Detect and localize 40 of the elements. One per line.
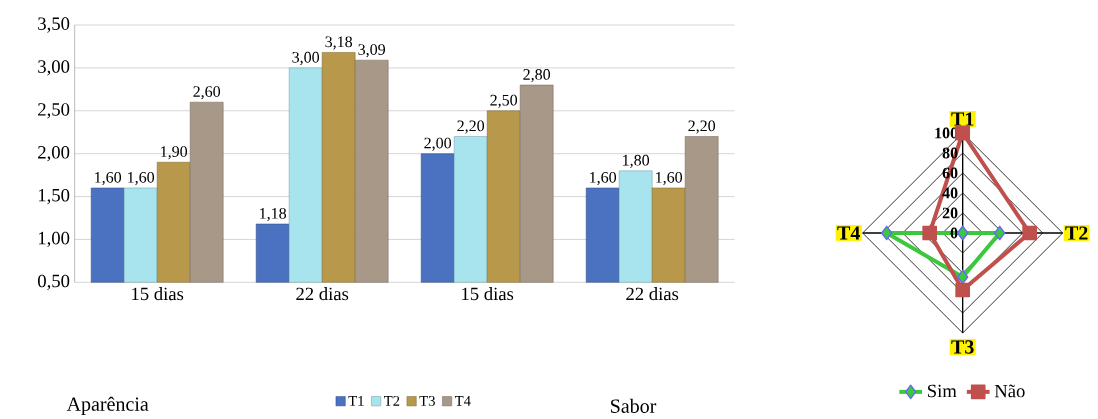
- spoke-label: T3: [951, 340, 974, 354]
- data-label: 1,60: [590, 171, 617, 185]
- data-label: 2,20: [688, 120, 716, 134]
- y-tick-label: 1,50: [38, 188, 70, 204]
- x-tick-label: 22 dias: [296, 286, 349, 300]
- x-tick-label: 15 dias: [132, 286, 184, 300]
- legend-label: T3: [419, 395, 435, 406]
- data-label: 2,50: [490, 94, 518, 108]
- text: Sabor: [611, 398, 657, 413]
- data-label: 1,90: [161, 146, 188, 160]
- data-label: 3,18: [325, 36, 353, 50]
- data-label: 1,60: [656, 171, 683, 185]
- y-tick-label: 20: [942, 207, 958, 219]
- y-tick-label: 0,50: [38, 274, 70, 290]
- data-label: 3,00: [292, 51, 320, 65]
- y-tick-label: 3,00: [38, 60, 70, 76]
- data-label: 1,18: [260, 207, 287, 221]
- data-label: 1,80: [623, 154, 650, 168]
- y-tick-label: 2,50: [38, 102, 70, 119]
- legend-label: T2: [383, 395, 400, 406]
- y-tick-label: 2,00: [38, 145, 70, 162]
- spoke-label: T2: [1065, 226, 1088, 240]
- data-label: 2,80: [523, 68, 551, 82]
- text: Aparência: [66, 396, 149, 415]
- y-tick-label: 1,00: [38, 231, 70, 247]
- y-tick-label: 3,50: [38, 17, 70, 33]
- x-tick-label: 15 dias: [462, 286, 514, 300]
- legend-label: Sim: [928, 384, 957, 398]
- data-label: 2,60: [193, 85, 221, 100]
- legend-label: T1: [348, 395, 364, 406]
- x-tick-label: 22 dias: [626, 286, 679, 300]
- legend-label: T4: [454, 395, 471, 406]
- data-label: 1,60: [128, 171, 155, 185]
- legend-label: Não: [994, 384, 1025, 398]
- data-label: 2,00: [424, 137, 452, 151]
- spoke-label: T4: [837, 226, 860, 240]
- data-label: 2,20: [457, 120, 485, 134]
- spoke-label: T1: [951, 112, 974, 126]
- data-label: 3,09: [358, 43, 386, 58]
- data-label: 1,60: [95, 171, 122, 185]
